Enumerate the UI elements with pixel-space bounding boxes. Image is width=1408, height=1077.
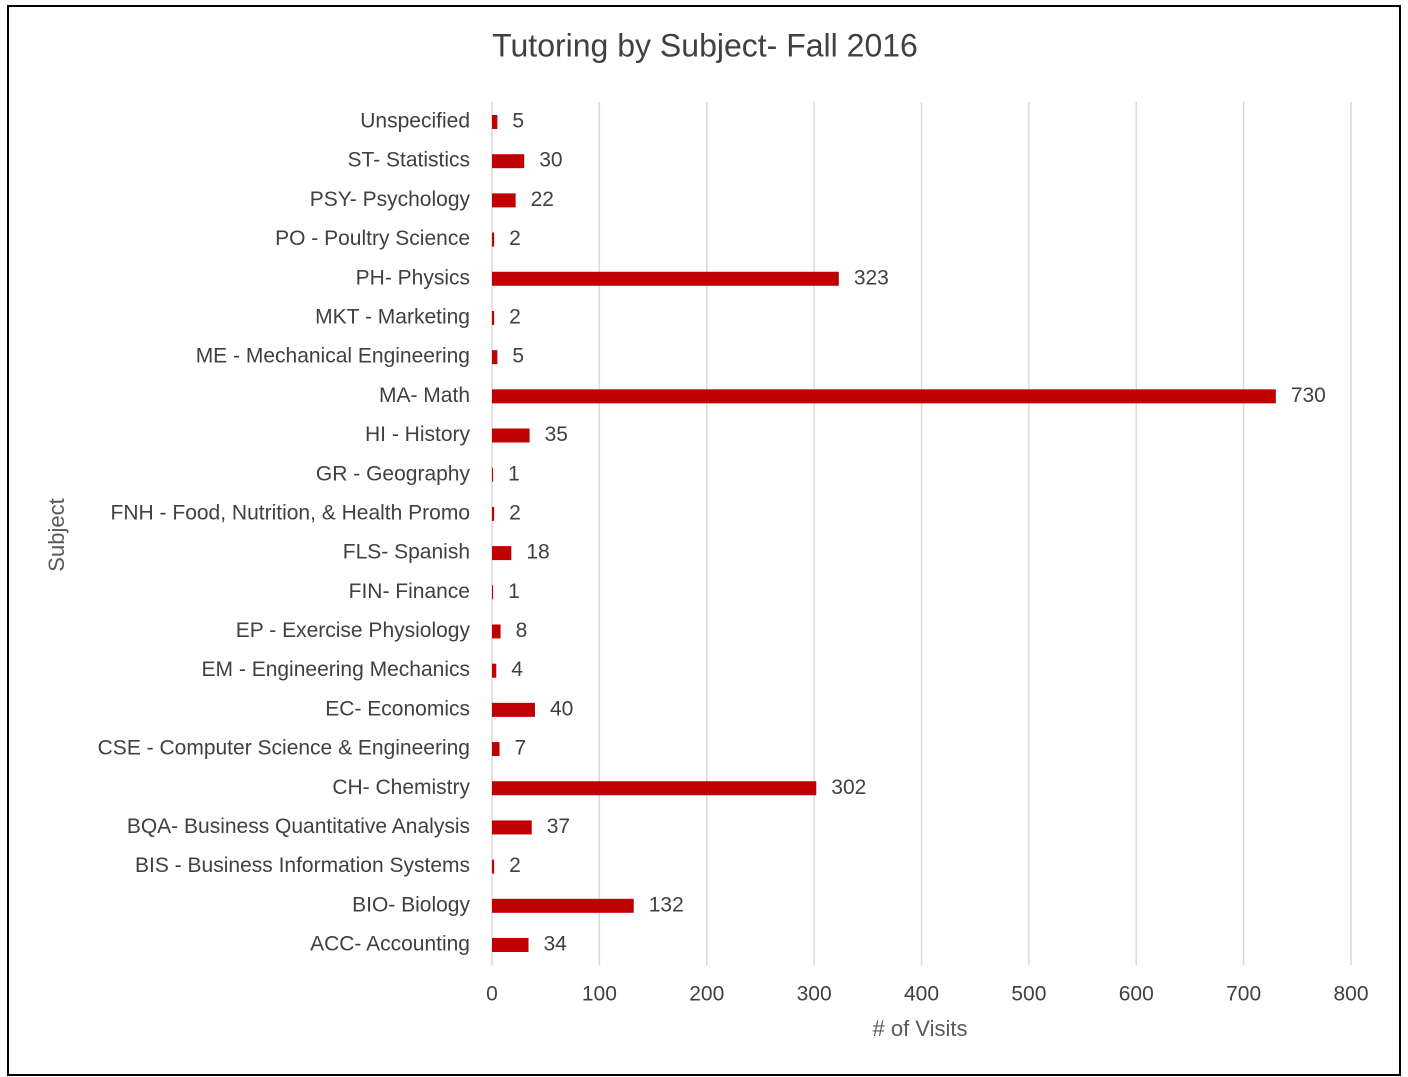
bar: [492, 506, 495, 521]
y-tick-label: PO - Poultry Science: [275, 227, 470, 250]
data-label: 7: [515, 737, 527, 760]
y-tick-label: ST- Statistics: [347, 149, 470, 172]
data-label: 302: [831, 776, 866, 799]
y-tick-label: PH- Physics: [356, 266, 470, 289]
data-label: 18: [526, 541, 549, 564]
bar: [492, 546, 512, 561]
data-label: 730: [1291, 384, 1326, 407]
x-tick-label: 100: [582, 983, 617, 1006]
bar: [492, 702, 535, 717]
bar: [492, 624, 501, 639]
x-tick-label: 500: [1011, 983, 1046, 1006]
bar: [492, 232, 495, 247]
x-axis-label: # of Visits: [873, 1016, 968, 1041]
x-tick-label: 300: [797, 983, 832, 1006]
bar: [492, 938, 529, 952]
bar: [492, 781, 817, 796]
data-label: 2: [509, 854, 521, 877]
x-tick-label: 200: [689, 983, 724, 1006]
bar: [492, 154, 525, 169]
bar: [492, 310, 495, 325]
y-tick-label: BIO- Biology: [352, 893, 470, 916]
data-label: 2: [509, 227, 521, 250]
y-tick-label: EP - Exercise Physiology: [236, 619, 471, 642]
chart-border: [7, 5, 1401, 1076]
bar: [492, 193, 516, 208]
data-label: 30: [539, 149, 562, 172]
bar: [492, 271, 839, 286]
data-label: 37: [547, 815, 570, 838]
y-tick-label: BQA- Business Quantitative Analysis: [127, 815, 470, 838]
data-label: 8: [516, 619, 528, 642]
y-axis-label: Subject: [44, 498, 69, 571]
x-tick-label: 0: [486, 983, 498, 1006]
bar: [492, 585, 494, 600]
data-label: 40: [550, 697, 573, 720]
y-tick-label: ME - Mechanical Engineering: [196, 345, 470, 368]
data-label: 2: [509, 305, 521, 328]
x-tick-label: 400: [904, 983, 939, 1006]
data-label: 34: [544, 933, 568, 956]
data-label: 2: [509, 501, 521, 524]
y-tick-label: HI - History: [365, 423, 471, 446]
data-label: 22: [531, 188, 554, 211]
bar: [492, 115, 498, 129]
data-label: 5: [512, 345, 524, 368]
bar: [492, 350, 498, 365]
y-tick-label: FNH - Food, Nutrition, & Health Promo: [111, 501, 470, 524]
data-label: 132: [649, 893, 684, 916]
bar: [492, 859, 495, 874]
bar: [492, 389, 1276, 404]
data-label: 1: [508, 462, 520, 485]
bar: [492, 663, 497, 678]
data-label: 5: [512, 110, 524, 133]
data-label: 4: [511, 658, 523, 681]
y-tick-label: CSE - Computer Science & Engineering: [98, 737, 470, 760]
bar: [492, 820, 532, 835]
y-tick-label: GR - Geography: [316, 462, 471, 485]
data-label: 35: [545, 423, 568, 446]
y-tick-label: ACC- Accounting: [310, 933, 470, 956]
y-tick-label: FIN- Finance: [349, 580, 470, 603]
bar: [492, 898, 634, 913]
chart-title: Tutoring by Subject- Fall 2016: [492, 27, 918, 63]
y-tick-label: EC- Economics: [325, 697, 470, 720]
y-tick-label: Unspecified: [360, 110, 470, 133]
x-tick-label: 600: [1119, 983, 1154, 1006]
y-tick-label: EM - Engineering Mechanics: [202, 658, 470, 681]
bar: [492, 742, 500, 757]
y-tick-label: MA- Math: [379, 384, 470, 407]
y-tick-label: MKT - Marketing: [315, 305, 470, 328]
y-tick-label: CH- Chemistry: [332, 776, 470, 799]
y-tick-label: FLS- Spanish: [343, 541, 470, 564]
bar: [492, 467, 494, 482]
y-tick-label: PSY- Psychology: [310, 188, 471, 211]
x-tick-label: 800: [1333, 983, 1368, 1006]
bar: [492, 428, 530, 443]
data-label: 323: [854, 266, 889, 289]
x-tick-label: 700: [1226, 983, 1261, 1006]
data-label: 1: [508, 580, 520, 603]
y-tick-label: BIS - Business Information Systems: [135, 854, 470, 877]
